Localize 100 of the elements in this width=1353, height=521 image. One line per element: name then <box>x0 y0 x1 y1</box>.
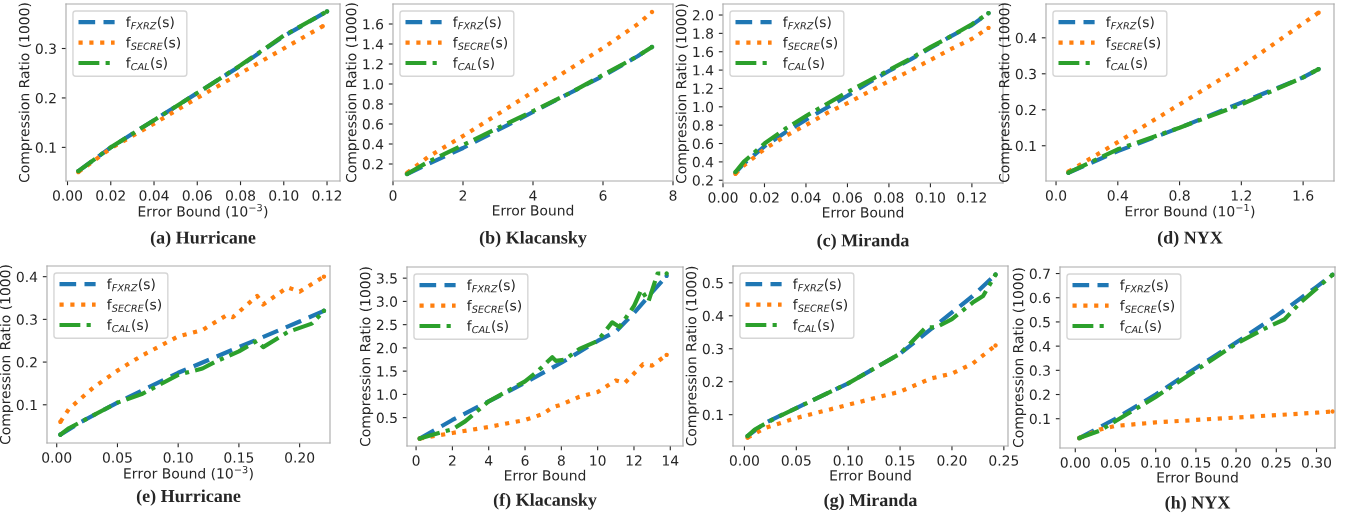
y-tick-label: 0.1 <box>1029 413 1050 425</box>
y-tick-label: 0.2 <box>35 92 56 104</box>
y-tick-label: 0.4 <box>1029 341 1051 352</box>
y-tick-label: 0.3 <box>1029 365 1050 376</box>
x-tick-label: 0.10 <box>1141 457 1171 468</box>
y-tick-label: 1.6 <box>363 18 384 30</box>
legend-label: f$_{SECRE}$(s) <box>793 298 848 312</box>
x-tick-label: 0.04 <box>791 192 821 203</box>
y-tick-label: 0.4 <box>362 138 384 150</box>
y-tick-label: 1.2 <box>693 83 713 94</box>
x-tick-label: 0 <box>412 455 420 466</box>
x-tick-label: 0.04 <box>139 190 169 201</box>
x-tick-label: 0.06 <box>182 190 212 201</box>
legend-label: f$_{FXRZ}$(s) <box>453 16 501 30</box>
x-axis-title: Error Bound <box>493 204 574 216</box>
x-tick-label: 0.12 <box>957 192 986 203</box>
y-tick-label: 0.4 <box>692 156 714 168</box>
y-tick-label: 0.8 <box>362 98 384 110</box>
y-tick-label: 0.2 <box>1015 104 1036 116</box>
x-tick-label: 0 <box>389 190 397 201</box>
x-tick-label: 0.20 <box>937 455 967 466</box>
x-tick-label: 0.10 <box>915 192 945 203</box>
text: (f) Klacansky <box>493 492 597 510</box>
legend-label: f$_{SECRE}$(s) <box>453 36 508 50</box>
x-axis-title: Error Bound (10$^{−1}$) <box>1125 203 1255 219</box>
x-tick-label: 12 <box>626 455 642 466</box>
y-tick-label: 0.8 <box>692 120 714 131</box>
text: (d) NYX <box>1157 230 1223 248</box>
legend-label: f$_{CAL}$(s) <box>107 319 148 333</box>
y-tick-label: 1.6 <box>693 46 714 58</box>
x-tick-label: 6 <box>599 190 607 201</box>
legend-label: f$_{SECRE}$(s) <box>1120 299 1175 313</box>
y-tick-label: 2.0 <box>376 342 398 354</box>
x-tick-label: 0.12 <box>312 190 342 201</box>
y-axis-title: Compression Ratio (1000) <box>0 265 14 445</box>
legend-label: f$_{CAL}$(s) <box>126 57 167 71</box>
y-tick-label: 0.6 <box>1029 292 1051 304</box>
legend-label: f$_{SECRE}$(s) <box>126 36 181 50</box>
x-tick-label: 0.15 <box>224 452 254 463</box>
y-axis-title: Compression Ratio (1000) <box>18 3 33 183</box>
x-tick-label: 2 <box>448 455 456 466</box>
x-tick-label: 0.08 <box>225 190 256 201</box>
y-axis-title: Compression Ratio (1000) <box>998 3 1013 183</box>
y-tick-label: 0.1 <box>1015 140 1036 152</box>
y-tick-label: 2.5 <box>376 319 397 331</box>
y-tick-label: 0.2 <box>692 175 713 186</box>
x-axis-title: Error Bound (10$^{−3}$) <box>124 465 253 481</box>
x-tick-label: 0.0 <box>1045 190 1067 201</box>
y-tick-label: 0.5 <box>702 277 723 289</box>
x-tick-label: 0.05 <box>1100 457 1130 468</box>
legend-label: f$_{FXRZ}$(s) <box>107 278 155 292</box>
x-tick-label: 0.02 <box>749 192 779 203</box>
x-tick-label: 14 <box>662 455 679 466</box>
y-tick-label: 1.4 <box>363 39 384 50</box>
x-tick-label: 0.20 <box>1221 457 1251 468</box>
legend-label: f$_{CAL}$(s) <box>1106 57 1147 71</box>
x-tick-label: 0.25 <box>1261 457 1291 468</box>
y-tick-label: 1.2 <box>363 58 383 70</box>
x-tick-label: 0.05 <box>781 455 811 466</box>
x-tick-label: 8 <box>557 455 565 466</box>
legend-label: f$_{FXRZ}$(s) <box>783 16 831 30</box>
y-tick-label: 0.2 <box>362 158 383 170</box>
y-tick-label: 0.6 <box>362 118 384 130</box>
x-tick-label: 0.00 <box>42 452 72 463</box>
legend-label: f$_{FXRZ}$(s) <box>793 278 841 292</box>
y-tick-label: 0.7 <box>1029 268 1050 280</box>
legend-label: f$_{FXRZ}$(s) <box>1106 16 1154 30</box>
text: (e) Hurricane <box>136 489 241 506</box>
y-tick-label: 3.0 <box>376 296 398 307</box>
x-tick-label: 4 <box>529 190 537 201</box>
text: (c) Miranda <box>817 233 910 251</box>
y-tick-label: 0.3 <box>16 314 37 325</box>
x-axis-title: Error Bound <box>823 206 904 218</box>
x-tick-label: 1.6 <box>1293 190 1314 201</box>
x-tick-label: 2 <box>459 190 467 201</box>
x-tick-label: 0.06 <box>832 192 863 203</box>
x-tick-label: 10 <box>590 455 606 466</box>
legend-label: f$_{SECRE}$(s) <box>783 36 838 50</box>
x-tick-label: 0.02 <box>96 190 125 201</box>
x-tick-label: 0.15 <box>885 455 915 466</box>
y-axis-title: Compression Ratio (1000) <box>345 3 360 183</box>
y-tick-label: 0.4 <box>16 271 38 283</box>
y-tick-label: 2.0 <box>692 9 714 21</box>
text: (h) NYX <box>1165 495 1231 513</box>
x-tick-label: 0.00 <box>708 192 738 203</box>
y-tick-label: 0.1 <box>16 399 37 411</box>
y-tick-label: 0.5 <box>376 412 397 424</box>
y-tick-label: 0.4 <box>1015 32 1037 44</box>
y-tick-label: 0.3 <box>35 43 56 54</box>
y-tick-label: 0.2 <box>16 357 37 368</box>
x-tick-label: 0.10 <box>269 190 299 201</box>
y-tick-label: 0.3 <box>702 343 723 355</box>
x-axis-title: Error Bound <box>1157 471 1238 483</box>
y-tick-label: 0.1 <box>35 142 56 153</box>
y-tick-label: 1.4 <box>693 65 714 76</box>
legend-label: f$_{FXRZ}$(s) <box>126 16 174 30</box>
x-tick-label: 1.2 <box>1231 190 1251 201</box>
legend-label: f$_{SECRE}$(s) <box>107 298 162 312</box>
y-axis-title: Compression Ratio (1000) <box>1012 268 1027 448</box>
y-tick-label: 0.1 <box>702 409 723 421</box>
